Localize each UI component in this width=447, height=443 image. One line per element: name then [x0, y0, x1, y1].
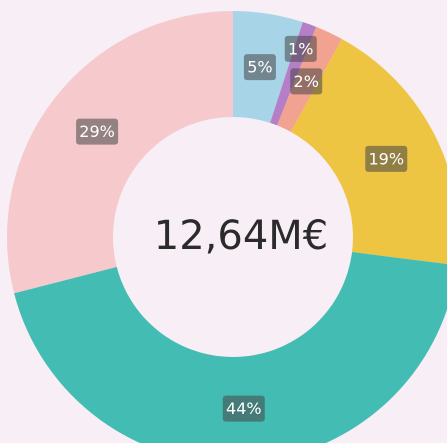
value-label-box: [222, 395, 265, 422]
value-label: 29%: [79, 122, 115, 141]
value-label: 5%: [247, 58, 272, 77]
value-label: 44%: [226, 399, 262, 418]
value-label-box: [290, 68, 323, 95]
slice: [14, 252, 447, 443]
slice: [6, 11, 234, 294]
value-label-box: [243, 54, 276, 81]
value-label: 19%: [368, 149, 404, 168]
value-label-box: [76, 118, 119, 145]
value-label: 1%: [288, 39, 313, 58]
center-label: 12,64M€: [154, 213, 328, 259]
value-label-box: [284, 35, 317, 62]
value-label: 2%: [294, 72, 319, 91]
value-label-box: [365, 145, 408, 172]
